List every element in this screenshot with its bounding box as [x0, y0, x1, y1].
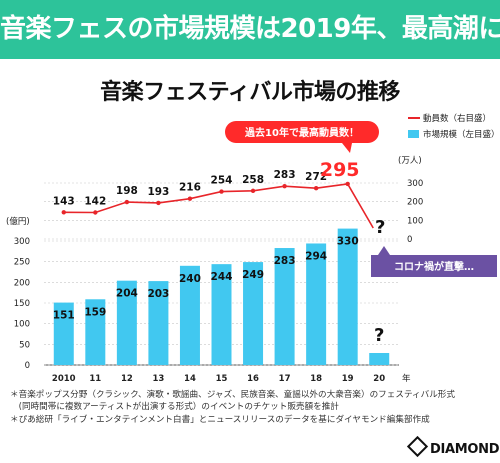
- x-tick-label: 2010: [52, 374, 76, 384]
- attendance-point: [250, 188, 256, 194]
- bar-13: [148, 281, 169, 365]
- brand-name: DIAMOND: [430, 442, 500, 457]
- line-value-label: 198: [116, 185, 138, 197]
- bar-value-label: 244: [211, 271, 233, 283]
- attendance-point: [124, 199, 130, 205]
- line-value-label: 142: [84, 195, 106, 207]
- covid-callout-text: コロナ禍が直撃…: [394, 260, 474, 273]
- line-value-label: 283: [274, 169, 296, 181]
- bar-value-label: 249: [242, 269, 264, 281]
- right-axis-unit: (万人): [398, 156, 422, 166]
- x-tick-label: 19: [342, 374, 354, 384]
- bar-value-label-unknown: ?: [374, 325, 384, 346]
- x-axis-unit: 年: [402, 373, 411, 384]
- x-tick-label: 16: [247, 374, 259, 384]
- x-tick-label: 20: [373, 374, 385, 384]
- attendance-point: [156, 200, 161, 206]
- bar-18: [306, 243, 327, 365]
- legend-bar-swatch: [408, 130, 419, 138]
- line-value-label: 216: [179, 182, 201, 194]
- attendance-point: [282, 183, 287, 189]
- bar-2020: [369, 353, 390, 365]
- legend-bar-label: 市場規模（左目盛）: [423, 129, 500, 140]
- right-tick-label: 0: [407, 235, 412, 245]
- bar-value-label: 204: [116, 288, 138, 300]
- covid-callout-pointer: [378, 246, 390, 255]
- bar-value-label: 330: [337, 236, 359, 248]
- left-tick-label: 250: [14, 258, 30, 268]
- x-tick-label: 11: [89, 374, 101, 384]
- left-tick-label: 150: [14, 299, 30, 309]
- bar-15: [211, 264, 232, 365]
- attendance-point: [61, 210, 66, 215]
- x-tick-label: 17: [279, 374, 291, 384]
- attendance-point: [219, 189, 224, 194]
- x-tick-label: 13: [152, 374, 164, 384]
- source-note-3: ＊ぴあ総研「ライブ・エンタテインメント白書」とニュースリリースのデータを基にダイ…: [10, 415, 430, 425]
- bar-value-label: 203: [147, 288, 169, 300]
- source-note-2: (同時間帯に複数アーティストが出演する形式）のイベントのチケット販売額を推計: [10, 402, 339, 412]
- left-tick-label: 100: [14, 320, 30, 330]
- bar-value-label: 151: [53, 310, 75, 322]
- bar-14: [179, 265, 200, 365]
- attendance-drop-line: [346, 183, 374, 229]
- bar-11: [85, 299, 106, 365]
- left-tick-label: 300: [14, 237, 30, 247]
- bar-17: [274, 248, 295, 365]
- bar-19: [337, 228, 358, 365]
- x-tick-label: 14: [184, 374, 196, 384]
- peak-callout-text: 過去10年で最高動員数！: [244, 126, 359, 139]
- attendance-point: [345, 181, 350, 187]
- x-tick-label: 12: [121, 374, 133, 384]
- line-value-label: 193: [147, 186, 169, 198]
- line-value-label: 258: [242, 174, 264, 186]
- headline-banner: 音楽フェスの市場規模は2019年、最高潮に: [0, 0, 500, 59]
- bar-2010: [53, 302, 74, 365]
- bar-12: [116, 280, 137, 365]
- peak-callout: [225, 121, 379, 143]
- source-note-1: ＊音楽ポップス分野（クラシック、演歌・歌謡曲、ジャズ、民族音楽、童謡以外の大衆音…: [10, 390, 455, 400]
- chart-title: 音楽フェスティバル市場の推移: [100, 80, 400, 105]
- right-tick-label: 300: [407, 179, 423, 189]
- attendance-point: [313, 186, 319, 191]
- right-tick-label: 200: [407, 198, 423, 208]
- line-value-label: 254: [211, 175, 233, 187]
- line-value-label-unknown: ?: [375, 217, 385, 238]
- diamond-icon: [406, 435, 429, 458]
- right-tick-label: 100: [407, 216, 423, 226]
- legend-line-label: 動員数（右目盛）: [423, 113, 491, 124]
- left-tick-label: 200: [14, 278, 30, 288]
- line-value-label: 272: [305, 171, 327, 183]
- bar-value-label: 283: [274, 255, 296, 267]
- covid-callout: [371, 255, 497, 277]
- attendance-line: [63, 183, 348, 214]
- attendance-point: [93, 210, 98, 215]
- bar-value-label: 159: [84, 306, 106, 318]
- bar-value-label: 240: [179, 273, 201, 285]
- line-value-label: 143: [53, 195, 75, 207]
- brand-logo: DIAMOND: [406, 435, 500, 458]
- bar-16: [243, 262, 264, 365]
- peak-callout-pointer: [342, 143, 352, 153]
- left-tick-label: 0: [25, 361, 30, 371]
- x-tick-label: 18: [310, 374, 322, 384]
- peak-value-label: 295: [320, 159, 360, 181]
- attendance-point: [187, 196, 193, 201]
- bar-value-label: 294: [305, 250, 327, 262]
- left-tick-label: 50: [19, 340, 30, 350]
- left-axis-unit: (億円): [6, 216, 30, 227]
- x-tick-label: 15: [216, 374, 228, 384]
